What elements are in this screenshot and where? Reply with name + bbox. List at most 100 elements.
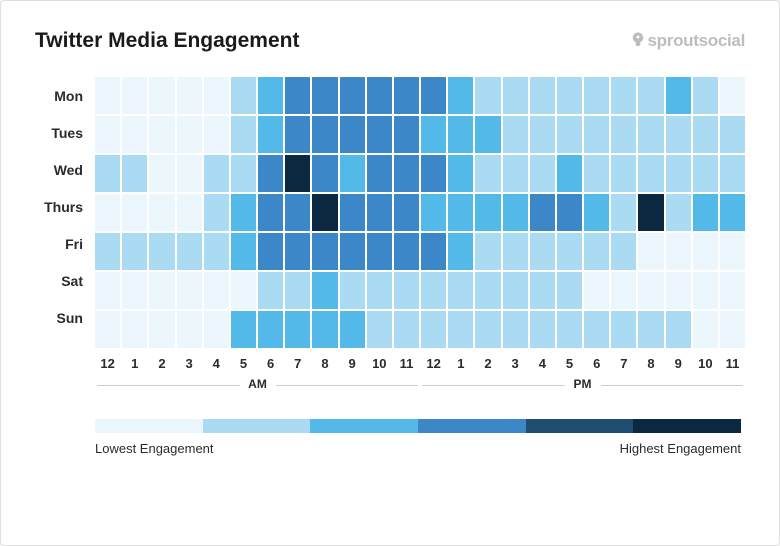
legend-high: Highest Engagement [620,441,741,456]
heat-cell [503,311,528,348]
heat-cell [340,272,365,309]
heat-cell [177,233,202,270]
heat-cell [638,194,663,231]
heat-cell [149,272,174,309]
heat-cell [394,77,419,114]
hour-label: 3 [177,356,202,371]
legend-segment [310,419,418,433]
heat-cell [475,272,500,309]
day-labels: MonTuesWedThursFriSatSun [35,77,91,391]
heat-cell [394,233,419,270]
heat-cell [584,233,609,270]
hour-label: 2 [149,356,174,371]
heat-cell [149,77,174,114]
heat-cell [666,272,691,309]
hour-label: 9 [666,356,691,371]
heat-cell [367,272,392,309]
heat-cell [367,311,392,348]
heat-cell [448,77,473,114]
brand-logo: sproutsocial [629,31,745,51]
heat-cell [666,77,691,114]
heat-cell [638,311,663,348]
heat-cell [666,194,691,231]
heat-cell [340,194,365,231]
heat-cell [530,77,555,114]
heat-cell [231,311,256,348]
heat-cell [448,116,473,153]
heat-cell [231,155,256,192]
heat-cell [475,233,500,270]
heat-cell [285,233,310,270]
heat-cell [149,194,174,231]
heat-cell [394,155,419,192]
heat-cell [693,311,718,348]
heat-cell [231,233,256,270]
heat-cell [312,77,337,114]
heat-cell [95,194,120,231]
heat-cell [340,77,365,114]
heat-cell [584,194,609,231]
header: Twitter Media Engagement sproutsocial [35,29,745,53]
heat-cell [448,155,473,192]
hour-label: 10 [367,356,392,371]
heat-cell [312,116,337,153]
pm-half: PM [420,377,745,391]
heat-cell [611,194,636,231]
heat-cell [421,272,446,309]
heat-cell [557,77,582,114]
heat-cell [394,194,419,231]
heat-cell [177,311,202,348]
heat-cell [611,77,636,114]
heat-cell [312,311,337,348]
heat-cell [312,272,337,309]
heat-cell [122,116,147,153]
legend: Lowest Engagement Highest Engagement [95,419,741,456]
hour-label: 8 [312,356,337,371]
heat-cell [611,272,636,309]
heat-cell [312,194,337,231]
heat-cell [95,272,120,309]
heat-cell [204,311,229,348]
heat-cell [204,77,229,114]
heat-cell [231,116,256,153]
heat-cell [638,233,663,270]
heat-rows [95,77,745,350]
heat-cell [231,272,256,309]
heat-cell [122,233,147,270]
heat-cell [258,194,283,231]
hour-label: 1 [122,356,147,371]
heat-cell [177,155,202,192]
heat-cell [693,194,718,231]
legend-low: Lowest Engagement [95,441,214,456]
heat-cell [584,116,609,153]
heat-cell [503,155,528,192]
heat-cell [258,311,283,348]
heat-cell [530,194,555,231]
heat-cell [204,155,229,192]
heat-cell [666,311,691,348]
heat-cell [122,77,147,114]
heat-cell [231,194,256,231]
heat-cell [503,77,528,114]
hour-label: 7 [611,356,636,371]
legend-segment [95,419,203,433]
heat-row [95,194,745,231]
heat-cell [421,194,446,231]
heat-cell [122,272,147,309]
heat-cell [557,311,582,348]
heat-cell [448,311,473,348]
heat-cell [666,233,691,270]
legend-segment [526,419,634,433]
heat-cell [285,77,310,114]
heat-cell [503,194,528,231]
heat-cell [421,77,446,114]
heat-cell [448,233,473,270]
heat-cell [95,311,120,348]
legend-segment [418,419,526,433]
heat-cell [285,194,310,231]
heat-cell [231,77,256,114]
heat-cell [340,233,365,270]
heat-cell [340,116,365,153]
heat-cell [421,155,446,192]
heat-cell [475,194,500,231]
